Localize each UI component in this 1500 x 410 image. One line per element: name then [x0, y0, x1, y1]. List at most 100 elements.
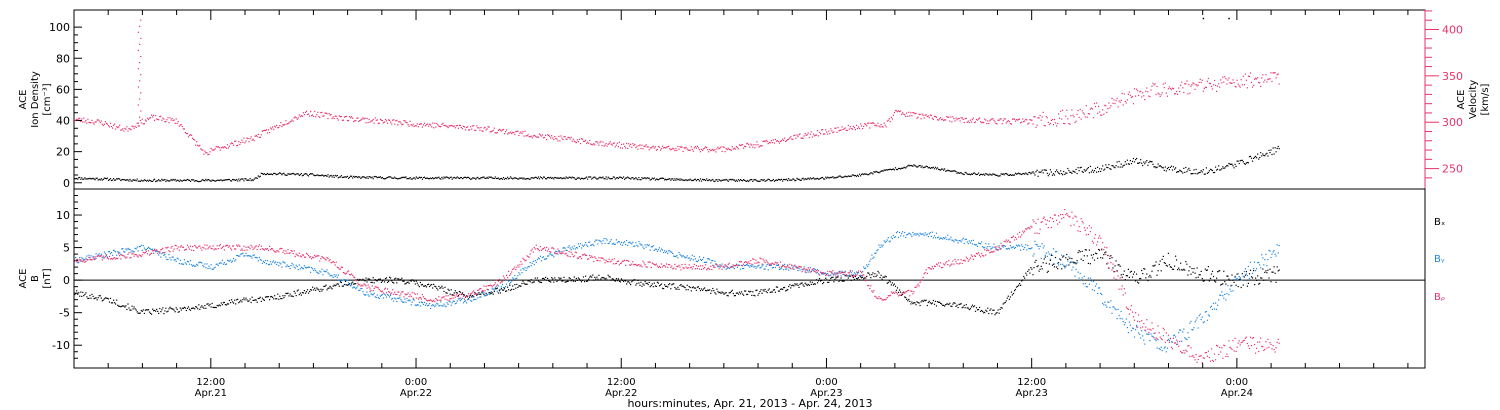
- field-series-by-point: [442, 305, 444, 307]
- velocity-series-point: [200, 148, 202, 150]
- ion-density-series-point: [550, 176, 552, 178]
- field-series-by-point: [776, 264, 779, 266]
- field-series-bx-point: [594, 276, 596, 278]
- velocity-series-point: [1278, 83, 1280, 85]
- velocity-series-point: [523, 135, 525, 137]
- field-series-bz-point: [214, 248, 216, 250]
- field-series-by-point: [500, 286, 502, 288]
- velocity-series-point: [94, 121, 96, 123]
- ion-density-series-point: [592, 177, 594, 179]
- field-series-bz-point: [142, 251, 144, 254]
- velocity-series-point: [313, 115, 315, 118]
- velocity-series-point: [738, 144, 741, 146]
- ion-density-series-point: [1199, 171, 1201, 173]
- field-series-by-point: [935, 232, 938, 234]
- field-series-by-point: [383, 293, 386, 295]
- field-series-bx-point: [90, 297, 92, 299]
- velocity-series-point: [1275, 77, 1277, 79]
- ion-density-series-point: [417, 177, 419, 179]
- field-series-by-point: [252, 254, 254, 256]
- field-series-by-point: [257, 260, 259, 262]
- field-series-by-point: [361, 287, 363, 290]
- field-series-bx-point: [83, 295, 85, 297]
- velocity-series-point: [749, 146, 751, 148]
- field-series-by-point: [603, 237, 605, 240]
- field-series-by-point: [214, 266, 216, 268]
- field-series-bx-point: [359, 278, 361, 280]
- velocity-series-point: [568, 137, 570, 139]
- field-series-bx-point: [394, 278, 396, 280]
- field-series-by-point: [495, 285, 497, 287]
- ion-density-series-point: [1239, 160, 1241, 162]
- field-series-by-point: [232, 260, 234, 262]
- ion-density-series-point: [352, 177, 354, 179]
- velocity-series-point: [1013, 118, 1016, 120]
- field-series-bx-point: [1000, 307, 1002, 309]
- ion-density-series-point: [951, 170, 953, 172]
- field-series-by-point: [541, 257, 544, 259]
- velocity-series-point: [643, 145, 645, 147]
- field-series-by-point: [285, 266, 287, 268]
- field-series-bx-point: [986, 310, 988, 312]
- field-series-by-point: [804, 269, 806, 271]
- field-series-bx-point: [77, 293, 79, 295]
- field-series-bx-point: [180, 309, 182, 311]
- ion-density-series-point: [771, 179, 773, 182]
- field-series-by-point: [988, 243, 990, 245]
- ion-density-series-point: [329, 175, 331, 177]
- ion-density-series-point: [682, 179, 684, 181]
- ion-density-series-point: [118, 178, 120, 180]
- velocity-series-point: [306, 113, 309, 116]
- velocity-series-point: [1259, 82, 1261, 84]
- field-series-by-point: [292, 264, 294, 266]
- field-series-by-point: [667, 252, 669, 254]
- velocity-series-point: [102, 124, 104, 127]
- ion-density-series-point: [734, 180, 736, 182]
- ion-density-series-point: [357, 177, 359, 179]
- field-series-bx-point: [540, 281, 543, 284]
- field-series-by-point: [877, 249, 879, 251]
- ion-density-series-point: [575, 178, 577, 180]
- field-series-bx-point: [924, 300, 926, 302]
- field-series-by-point: [656, 250, 658, 252]
- field-series-by-point: [516, 277, 518, 279]
- field-series-bx-point: [1130, 270, 1133, 272]
- ion-density-series-point: [319, 174, 321, 177]
- field-series-bx-point: [648, 281, 650, 283]
- velocity-series-point: [949, 120, 951, 122]
- field-series-bx-point: [1073, 261, 1075, 264]
- field-series-by-point: [1239, 277, 1241, 279]
- field-series-by-point: [750, 264, 752, 267]
- field-series-bx-point: [174, 311, 176, 313]
- field-series-bx-point: [89, 294, 91, 297]
- field-series-bz: [74, 209, 1280, 364]
- velocity-series-point: [491, 130, 493, 132]
- ion-density-series-point: [877, 171, 879, 173]
- field-series-by-point: [513, 278, 515, 280]
- velocity-series-point: [1121, 92, 1123, 94]
- ion-density-series-point: [563, 177, 565, 179]
- ion-density-series-point: [215, 180, 217, 182]
- ion-density-series-point: [1170, 165, 1173, 167]
- velocity-series-point: [1114, 102, 1116, 105]
- field-series-bx-point: [1181, 269, 1183, 271]
- field-series-by-point: [1127, 332, 1129, 334]
- velocity-series-point: [1044, 125, 1046, 127]
- field-series-bx-point: [1091, 257, 1094, 259]
- velocity-series-point: [824, 133, 826, 135]
- velocity-series-point: [331, 117, 333, 119]
- ion-density-series-point: [658, 178, 661, 180]
- field-series-bx-point: [671, 284, 673, 286]
- field-series-by-point: [162, 252, 164, 254]
- field-series-bx-point: [1126, 275, 1128, 277]
- field-series-by-point: [680, 254, 682, 257]
- velocity-series-point: [222, 147, 224, 149]
- ion-density-series-point: [131, 180, 133, 182]
- field-series-bx-point: [1200, 270, 1202, 272]
- field-series-bx-point: [902, 293, 904, 295]
- velocity-series-point: [159, 116, 161, 118]
- velocity-series-point: [244, 142, 246, 144]
- field-series-by-point: [488, 293, 490, 295]
- velocity-series-point: [1232, 79, 1234, 81]
- field-series-by-point: [556, 250, 558, 253]
